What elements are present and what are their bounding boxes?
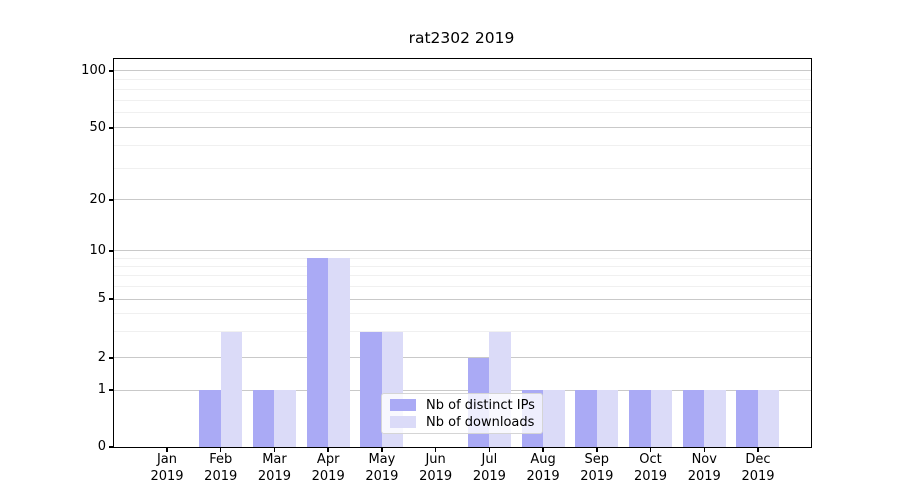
- axes-layer: Jan 2019 Feb 2019 Mar 2019 Apr 2019 May 2019…: [81, 59, 811, 484]
- legend-swatch: [390, 399, 416, 411]
- y-gridline-minor: [114, 285, 811, 287]
- x-tick-mark: [649, 448, 652, 452]
- y-tick-mark: [109, 199, 113, 201]
- y-gridline-minor: [114, 265, 811, 267]
- bar-downloads: [596, 390, 619, 447]
- x-tick-mark: [273, 448, 276, 452]
- bar-distinct-ips: [736, 390, 758, 447]
- x-tick-label: Feb 2019: [204, 452, 238, 484]
- y-tick-mark: [109, 298, 113, 300]
- x-tick-label: Jan 2019: [150, 452, 184, 484]
- legend-label: Nb of downloads: [426, 414, 535, 430]
- bar-distinct-ips: [575, 390, 597, 447]
- y-tick-mark: [109, 250, 113, 252]
- x-tick-mark: [220, 448, 222, 452]
- bar-downloads: [543, 390, 565, 447]
- bar-distinct-ips: [682, 390, 705, 447]
- x-tick-mark: [596, 448, 598, 452]
- y-tick-label: 50: [89, 119, 106, 135]
- legend-row: Nb of downloads: [390, 414, 534, 431]
- x-tick-mark: [166, 448, 168, 452]
- bar-downloads: [704, 390, 726, 447]
- x-tick-mark: [327, 448, 329, 452]
- y-gridline-minor: [114, 257, 811, 259]
- x-tick-label: Jun 2019: [419, 452, 453, 484]
- y-gridline-major: [114, 127, 811, 129]
- bar-downloads: [274, 390, 296, 447]
- x-tick-label: Apr 2019: [311, 452, 345, 484]
- chart-title: rat2302 2019: [408, 29, 515, 47]
- x-tick-mark: [703, 448, 705, 452]
- x-tick-mark: [381, 448, 383, 452]
- bar-distinct-ips: [360, 331, 382, 447]
- bar-distinct-ips: [199, 390, 221, 447]
- y-gridline-major: [114, 389, 811, 391]
- y-tick-label: 20: [89, 191, 106, 207]
- y-gridline-minor: [114, 88, 811, 90]
- legend-label: Nb of distinct IPs: [426, 397, 535, 413]
- x-tick-label: Dec 2019: [741, 452, 775, 484]
- y-tick-label: 2: [97, 349, 106, 365]
- x-tick-label: Jul 2019: [472, 452, 506, 484]
- bar-distinct-ips: [306, 258, 329, 447]
- y-gridline-major: [114, 70, 811, 72]
- x-tick-label: Sep 2019: [580, 452, 614, 484]
- y-tick-label: 5: [97, 291, 106, 307]
- x-tick-mark: [542, 448, 544, 452]
- plot-area: Jan 2019 Feb 2019 Mar 2019 Apr 2019 May 2019…: [81, 58, 812, 484]
- y-tick-label: 100: [81, 62, 106, 78]
- x-tick-mark: [488, 448, 491, 452]
- x-tick-label: Aug 2019: [526, 452, 560, 484]
- y-gridline-major: [114, 199, 811, 201]
- y-gridline-minor: [114, 312, 811, 314]
- x-tick-mark: [757, 448, 759, 452]
- y-tick-mark: [109, 127, 113, 129]
- x-tick-label: Nov 2019: [687, 452, 721, 484]
- y-tick-label: 0: [97, 439, 106, 454]
- legend-row: Nb of distinct IPs: [390, 397, 535, 414]
- y-tick-label: 10: [89, 242, 106, 258]
- y-gridline-major: [114, 357, 811, 359]
- y-gridline-minor: [114, 99, 811, 101]
- gridlines-layer: [114, 59, 811, 447]
- y-gridline-minor: [114, 112, 811, 114]
- bar-downloads: [650, 390, 673, 447]
- y-gridline-minor: [114, 79, 811, 81]
- bar-downloads: [220, 331, 243, 447]
- x-tick-mark: [434, 448, 437, 452]
- y-gridline-major: [114, 298, 811, 300]
- y-tick-mark: [109, 70, 113, 72]
- y-tick-mark: [109, 446, 113, 448]
- x-tick-label: May 2019: [365, 452, 399, 484]
- y-tick-label: 1: [97, 382, 106, 397]
- y-gridline-minor: [114, 275, 811, 277]
- y-gridline-minor: [114, 331, 811, 333]
- y-gridline-major: [114, 250, 811, 252]
- x-tick-label: Mar 2019: [257, 452, 291, 484]
- y-tick-mark: [109, 357, 113, 359]
- y-gridline-minor: [114, 167, 811, 169]
- bar-distinct-ips: [629, 390, 651, 447]
- y-gridline-minor: [114, 145, 811, 147]
- bar-distinct-ips: [252, 390, 275, 447]
- legend-swatch: [390, 416, 416, 428]
- bar-downloads: [328, 258, 350, 447]
- y-tick-mark: [109, 389, 113, 391]
- x-tick-label: Oct 2019: [633, 452, 668, 484]
- bar-downloads: [757, 390, 780, 447]
- legend: Nb of distinct IPs Nb of downloads: [381, 393, 543, 434]
